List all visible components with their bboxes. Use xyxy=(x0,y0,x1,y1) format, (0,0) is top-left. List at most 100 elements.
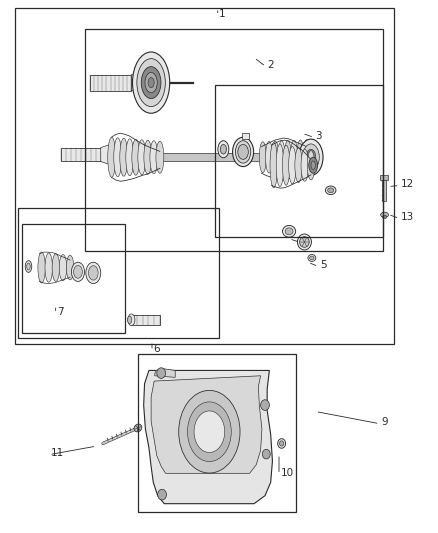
Ellipse shape xyxy=(295,148,302,182)
Ellipse shape xyxy=(289,147,296,184)
Ellipse shape xyxy=(145,72,157,93)
Ellipse shape xyxy=(328,188,334,193)
Ellipse shape xyxy=(52,254,60,281)
Ellipse shape xyxy=(381,212,389,217)
Ellipse shape xyxy=(108,137,116,177)
Ellipse shape xyxy=(144,140,152,174)
Ellipse shape xyxy=(114,138,122,177)
Ellipse shape xyxy=(218,141,229,158)
Text: 10: 10 xyxy=(280,468,293,478)
Ellipse shape xyxy=(299,139,323,175)
Text: 11: 11 xyxy=(50,448,64,458)
Bar xyxy=(242,133,249,139)
Text: 3: 3 xyxy=(315,131,322,141)
Bar xyxy=(131,315,160,325)
Circle shape xyxy=(158,489,166,500)
Ellipse shape xyxy=(276,144,284,187)
Ellipse shape xyxy=(179,390,240,473)
Ellipse shape xyxy=(283,145,290,185)
Polygon shape xyxy=(144,370,272,504)
Text: 7: 7 xyxy=(57,307,64,317)
Bar xyxy=(215,85,383,237)
Ellipse shape xyxy=(27,263,30,270)
Circle shape xyxy=(157,368,166,378)
Ellipse shape xyxy=(141,67,161,99)
Bar xyxy=(380,175,388,180)
Ellipse shape xyxy=(306,149,316,165)
Circle shape xyxy=(262,449,270,459)
Ellipse shape xyxy=(283,225,296,237)
Ellipse shape xyxy=(25,261,32,272)
Text: 5: 5 xyxy=(320,260,326,270)
Ellipse shape xyxy=(270,143,278,188)
Ellipse shape xyxy=(297,140,304,174)
Ellipse shape xyxy=(38,252,46,283)
Ellipse shape xyxy=(150,141,158,174)
Polygon shape xyxy=(155,369,175,377)
Ellipse shape xyxy=(272,141,279,173)
Ellipse shape xyxy=(120,138,128,176)
Bar xyxy=(18,208,219,338)
Ellipse shape xyxy=(265,141,272,173)
Ellipse shape xyxy=(309,157,318,173)
Bar xyxy=(15,8,394,344)
Ellipse shape xyxy=(88,266,98,280)
Ellipse shape xyxy=(194,411,225,453)
Text: 6: 6 xyxy=(153,344,160,354)
Ellipse shape xyxy=(310,256,314,260)
Ellipse shape xyxy=(233,137,254,167)
Bar xyxy=(138,354,296,512)
Ellipse shape xyxy=(220,144,226,154)
Ellipse shape xyxy=(303,144,319,171)
Ellipse shape xyxy=(74,265,82,278)
Ellipse shape xyxy=(45,253,53,282)
Ellipse shape xyxy=(278,141,285,174)
Ellipse shape xyxy=(148,78,154,87)
Bar xyxy=(90,75,131,91)
Text: 4: 4 xyxy=(302,236,309,246)
Ellipse shape xyxy=(285,228,293,235)
Text: 12: 12 xyxy=(401,179,414,189)
Bar xyxy=(61,148,101,161)
Text: 13: 13 xyxy=(401,212,414,222)
Ellipse shape xyxy=(187,402,231,462)
Ellipse shape xyxy=(71,262,85,281)
Ellipse shape xyxy=(279,441,284,446)
Ellipse shape xyxy=(236,141,251,163)
Ellipse shape xyxy=(59,255,67,280)
Text: 1: 1 xyxy=(219,9,226,19)
Ellipse shape xyxy=(132,139,140,175)
Ellipse shape xyxy=(259,142,266,173)
Bar xyxy=(382,177,386,201)
Ellipse shape xyxy=(290,140,297,174)
Text: 9: 9 xyxy=(381,417,388,427)
Ellipse shape xyxy=(137,59,166,107)
Ellipse shape xyxy=(307,150,314,180)
Ellipse shape xyxy=(67,255,74,280)
Ellipse shape xyxy=(138,140,146,175)
Polygon shape xyxy=(101,144,112,165)
Ellipse shape xyxy=(297,234,311,250)
Ellipse shape xyxy=(300,237,309,247)
Ellipse shape xyxy=(301,149,308,181)
Text: 2: 2 xyxy=(267,60,274,70)
Bar xyxy=(85,29,383,251)
Ellipse shape xyxy=(132,52,170,114)
Bar xyxy=(22,224,125,333)
Ellipse shape xyxy=(128,314,135,326)
Circle shape xyxy=(261,400,269,410)
Polygon shape xyxy=(151,376,262,473)
Ellipse shape xyxy=(134,424,142,432)
Ellipse shape xyxy=(325,186,336,195)
Ellipse shape xyxy=(127,316,132,324)
Ellipse shape xyxy=(382,215,387,219)
Ellipse shape xyxy=(278,439,286,448)
Ellipse shape xyxy=(303,140,310,175)
Ellipse shape xyxy=(126,139,134,176)
Ellipse shape xyxy=(311,161,315,169)
Ellipse shape xyxy=(284,141,291,174)
Ellipse shape xyxy=(86,262,101,284)
Ellipse shape xyxy=(308,255,316,261)
Ellipse shape xyxy=(156,141,164,173)
Bar xyxy=(160,153,263,161)
